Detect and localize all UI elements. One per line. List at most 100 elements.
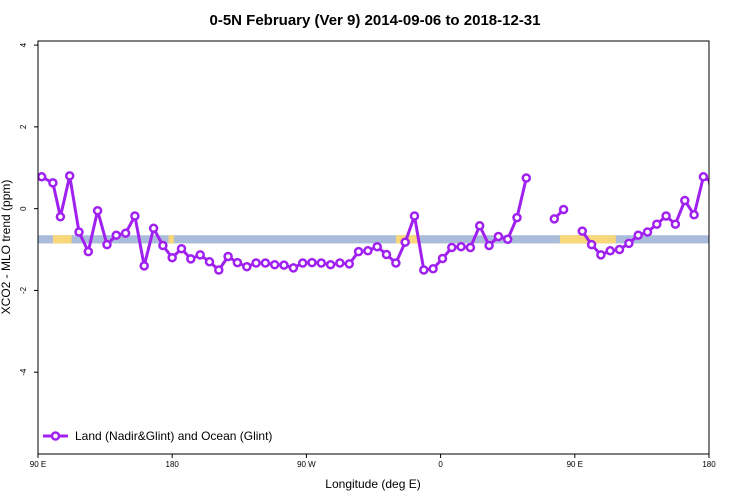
data-point <box>698 172 709 182</box>
data-point <box>652 219 662 229</box>
data-point <box>633 230 643 240</box>
data-point <box>130 211 140 221</box>
y-tick-label: 4 <box>19 42 28 47</box>
x-tick-label: 180 <box>702 460 716 469</box>
series-layer <box>38 171 750 275</box>
data-point <box>381 249 392 260</box>
data-point <box>269 259 280 270</box>
legend-label: Land (Nadir&Glint) and Ocean (Glint) <box>75 429 272 443</box>
data-point <box>596 250 606 260</box>
data-point <box>680 195 690 206</box>
x-tick-label: 90 W <box>297 460 316 469</box>
data-point <box>484 240 494 251</box>
y-tick-label: -4 <box>19 368 28 376</box>
data-point <box>409 211 420 221</box>
data-point <box>605 246 615 256</box>
data-point <box>195 250 205 260</box>
data-point <box>728 172 735 179</box>
data-point <box>456 241 466 252</box>
data-point <box>549 214 560 224</box>
x-axis-ticks: 90 E 180 90 W 0 90 E 180 <box>30 454 716 469</box>
data-point <box>92 205 103 216</box>
data-point <box>48 178 58 188</box>
data-point <box>747 248 750 255</box>
x-tick-label: 0 <box>438 460 443 469</box>
data-point <box>512 212 522 223</box>
data-point <box>148 223 159 234</box>
data-point <box>737 229 744 236</box>
data-point <box>577 226 588 236</box>
data-point <box>558 204 569 215</box>
x-tick-label: 90 E <box>567 460 583 469</box>
data-point <box>139 261 149 271</box>
data-point <box>297 258 308 268</box>
data-point <box>363 246 373 256</box>
data-point <box>325 259 336 270</box>
chart-title: 0-5N February (Ver 9) 2014-09-06 to 2018… <box>209 12 540 29</box>
data-point <box>251 258 261 268</box>
data-point <box>242 261 252 272</box>
data-point <box>111 230 122 240</box>
data-point <box>521 173 532 183</box>
data-point <box>391 258 401 268</box>
data-point <box>493 231 504 242</box>
data-point <box>344 259 355 269</box>
data-point <box>465 242 476 253</box>
x-tick-label: 90 E <box>30 460 46 469</box>
data-point <box>419 265 429 275</box>
x-tick-label: 180 <box>166 460 180 469</box>
data-point <box>260 258 271 268</box>
data-point <box>502 234 513 245</box>
data-point <box>316 258 327 268</box>
data-point <box>158 240 168 251</box>
data-point <box>186 254 196 264</box>
data-point <box>670 219 681 229</box>
data-point <box>55 212 66 222</box>
data-point <box>400 237 410 247</box>
data-point <box>474 221 485 231</box>
data-point <box>586 239 597 250</box>
ocean-band <box>38 235 709 244</box>
data-point <box>167 252 177 263</box>
legend-marker-swatch <box>50 431 61 441</box>
data-point <box>661 211 671 221</box>
data-point <box>232 257 243 268</box>
data-point <box>102 239 112 250</box>
series-line <box>40 174 528 272</box>
x-axis-label: Longitude (deg E) <box>325 477 420 491</box>
data-point <box>719 213 726 220</box>
data-point <box>624 238 634 249</box>
data-point <box>372 241 382 252</box>
data-point <box>307 257 317 268</box>
data-point <box>223 251 233 262</box>
data-point <box>279 260 289 270</box>
data-point <box>689 210 699 220</box>
data-point <box>204 257 215 267</box>
data-point <box>614 244 625 255</box>
y-tick-label: 2 <box>19 124 28 129</box>
data-point <box>288 263 299 273</box>
data-point <box>64 171 75 181</box>
data-point <box>447 242 457 253</box>
data-point <box>74 227 84 237</box>
data-point <box>642 227 653 237</box>
data-point <box>214 265 224 275</box>
data-point <box>38 172 47 182</box>
data-point <box>120 228 131 238</box>
data-point <box>707 179 709 186</box>
legend: Land (Nadir&Glint) and Ocean (Glint) <box>43 429 272 443</box>
y-axis-label: XCO2 - MLO trend (ppm) <box>0 180 13 315</box>
land-band-segment <box>52 235 72 244</box>
data-point <box>176 243 187 254</box>
land-band-segment <box>168 235 175 244</box>
data-point <box>437 253 448 264</box>
y-axis-ticks: 4 2 0 -2 -4 <box>19 42 38 376</box>
land-band-segment <box>731 235 746 243</box>
data-point <box>428 264 438 274</box>
data-point <box>83 246 94 257</box>
y-tick-label: -2 <box>19 286 28 294</box>
y-tick-label: 0 <box>19 206 28 211</box>
data-point <box>335 258 345 268</box>
plot-frame <box>37 40 710 455</box>
